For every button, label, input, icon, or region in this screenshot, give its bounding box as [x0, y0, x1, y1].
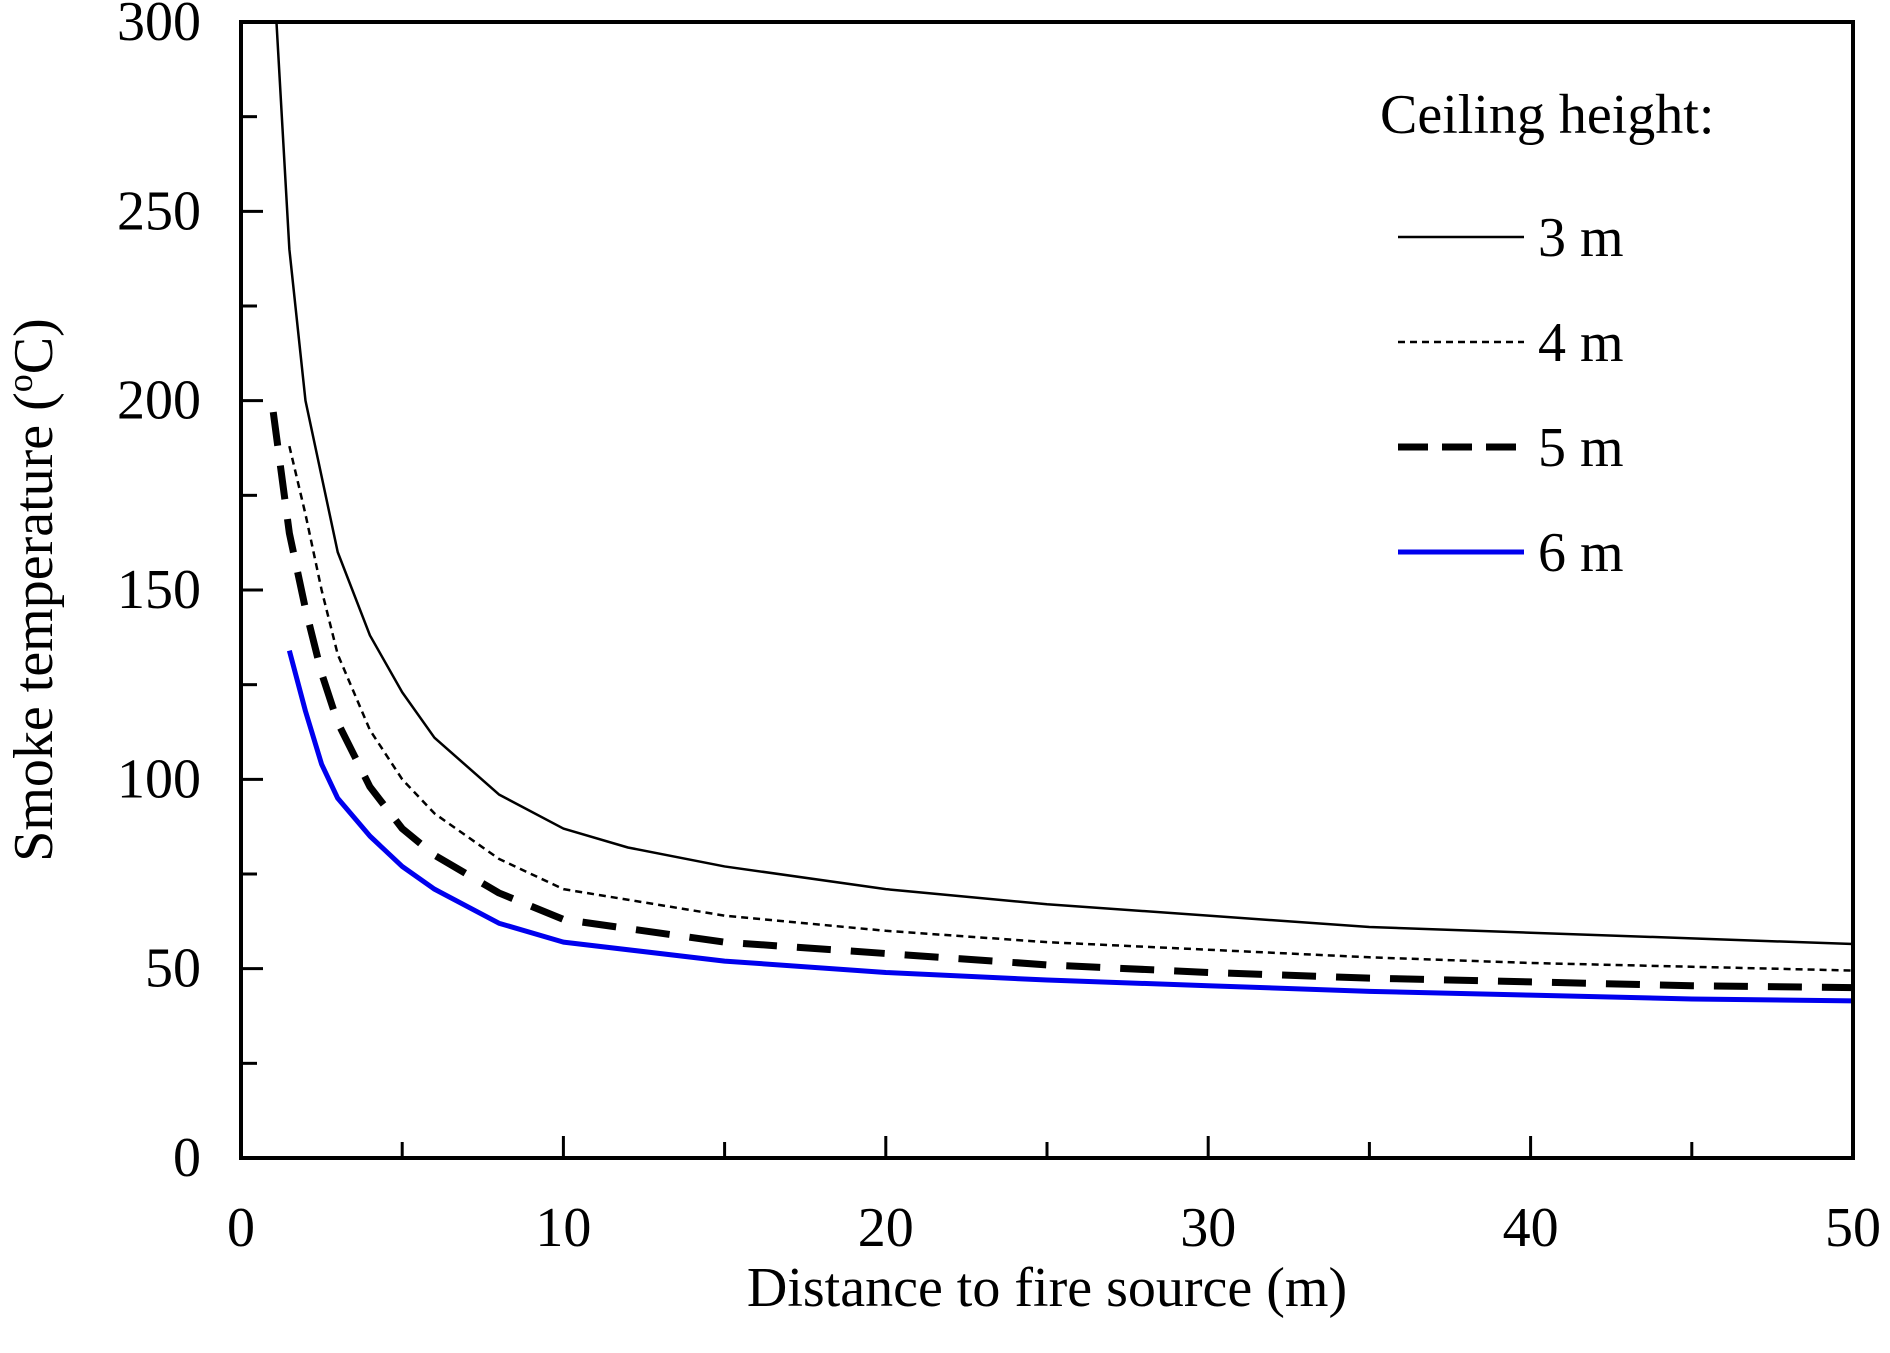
legend-label: 5 m [1538, 417, 1624, 479]
x-tick-label: 40 [1503, 1197, 1559, 1259]
x-tick-label: 50 [1825, 1197, 1881, 1259]
legend: Ceiling height: 3 m 4 m 5 m 6 m [1380, 84, 1714, 584]
legend-title: Ceiling height: [1380, 84, 1714, 146]
legend-item: 5 m [1398, 417, 1624, 479]
y-tick-label: 250 [117, 180, 201, 242]
x-tick-label: 30 [1180, 1197, 1236, 1259]
plot-frame [239, 20, 1855, 1160]
y-tick-label: 100 [117, 748, 201, 810]
series-lines [269, 22, 1853, 1004]
series-line-3m [275, 22, 1853, 946]
y-tick-label: 50 [145, 938, 201, 1000]
legend-item: 3 m [1398, 207, 1624, 269]
series-line-6m [286, 649, 1853, 1004]
legend-label: 4 m [1538, 312, 1624, 374]
legend-label: 3 m [1538, 207, 1624, 269]
y-tick-label: 300 [117, 0, 201, 53]
x-tick-label: 20 [858, 1197, 914, 1259]
y-tick-label: 0 [173, 1127, 201, 1189]
series-line-5m [269, 411, 1853, 992]
y-tick-label: 150 [117, 559, 201, 621]
y-axis-label: Smoke temperature (oC) [0, 318, 65, 862]
legend-item: 4 m [1398, 312, 1624, 374]
x-axis-label: Distance to fire source (m) [747, 1257, 1347, 1319]
axis-ticks [239, 20, 1855, 1160]
legend-item: 6 m [1398, 522, 1624, 584]
x-tick-label: 0 [227, 1197, 255, 1259]
series-line-4m [288, 445, 1853, 972]
x-tick-label: 10 [535, 1197, 591, 1259]
y-tick-label: 200 [117, 370, 201, 432]
legend-label: 6 m [1538, 522, 1624, 584]
tick-labels: 0 10 20 30 40 50 0 50 100 150 200 250 300 [117, 0, 1881, 1259]
